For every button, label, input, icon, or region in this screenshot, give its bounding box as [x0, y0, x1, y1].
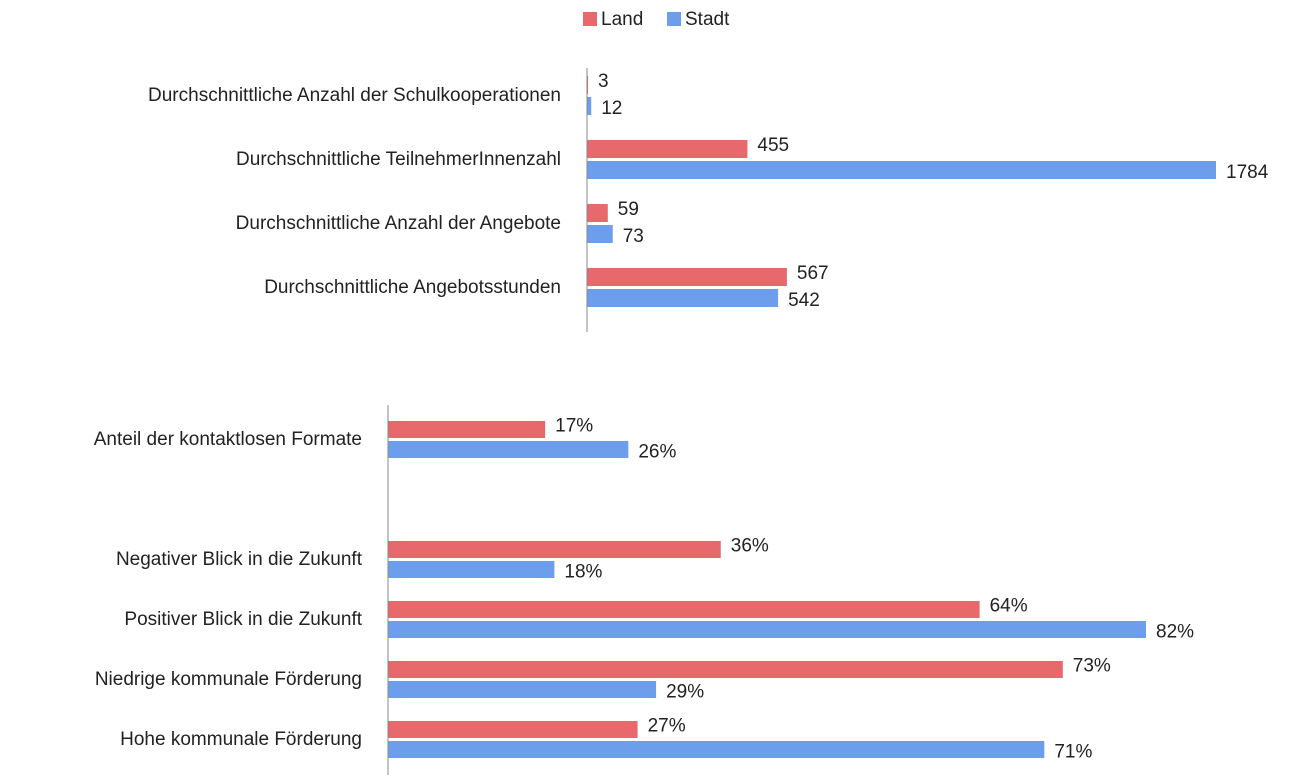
bar: [388, 441, 629, 458]
value-label: 59: [618, 199, 639, 220]
category-label: Anteil der kontaktlosen Formate: [94, 429, 362, 450]
value-label: 18%: [564, 562, 602, 583]
bar: [388, 421, 546, 438]
legend-swatch: [583, 12, 597, 26]
value-label: 26%: [638, 442, 676, 463]
category-label: Durchschnittliche Anzahl der Angebote: [236, 213, 561, 234]
bar: [388, 601, 980, 618]
category-label: Hohe kommunale Förderung: [120, 729, 362, 750]
bar: [587, 161, 1216, 179]
bar: [587, 97, 592, 115]
legend: Land Stadt: [583, 9, 730, 30]
bar: [587, 204, 608, 222]
value-label: 71%: [1054, 742, 1092, 763]
value-label: 29%: [666, 682, 704, 703]
value-label: 64%: [990, 596, 1028, 617]
value-label: 17%: [555, 416, 593, 437]
bar: [388, 621, 1146, 638]
bar: [587, 289, 779, 307]
bar: [388, 741, 1045, 758]
value-label: 12: [601, 98, 622, 119]
value-label: 73%: [1073, 656, 1111, 677]
bar: [587, 268, 787, 286]
category-label: Durchschnittliche Angebotsstunden: [264, 277, 561, 298]
value-label: 1784: [1226, 162, 1269, 183]
category-label: Positiver Blick in die Zukunft: [124, 609, 362, 630]
legend-label: Stadt: [685, 9, 730, 30]
bar: [388, 681, 657, 698]
value-label: 73: [623, 226, 644, 247]
category-label: Niedrige kommunale Förderung: [95, 669, 362, 690]
bar: [388, 661, 1063, 678]
value-label: 3: [598, 71, 609, 92]
bar: [388, 561, 555, 578]
bar: [388, 541, 721, 558]
value-label: 542: [788, 290, 820, 311]
value-label: 36%: [731, 536, 769, 557]
category-label: Durchschnittliche TeilnehmerInnenzahl: [236, 149, 561, 170]
bar: [587, 140, 748, 158]
bar: [587, 225, 613, 243]
category-label: Negativer Blick in die Zukunft: [116, 549, 363, 570]
value-label: 82%: [1156, 622, 1194, 643]
bar: [587, 76, 589, 94]
value-label: 27%: [648, 716, 686, 737]
legend-swatch: [667, 12, 681, 26]
bar: [388, 721, 638, 738]
legend-label: Land: [601, 9, 643, 30]
value-label: 567: [797, 263, 829, 284]
value-label: 455: [757, 135, 789, 156]
category-label: Durchschnittliche Anzahl der Schulkooper…: [148, 85, 561, 106]
